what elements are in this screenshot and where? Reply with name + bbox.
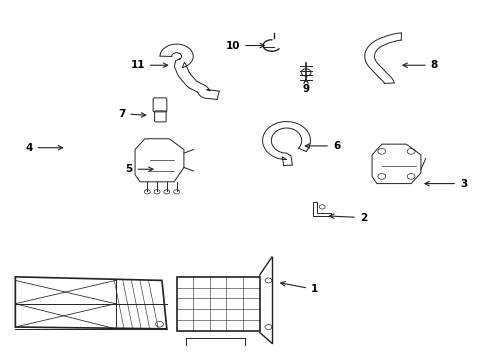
Text: 6: 6 <box>305 141 340 151</box>
Polygon shape <box>369 37 401 83</box>
Text: 5: 5 <box>125 164 153 174</box>
Bar <box>176 277 260 330</box>
Text: 8: 8 <box>403 60 438 70</box>
Text: 9: 9 <box>302 78 310 94</box>
Polygon shape <box>267 125 306 165</box>
Text: 4: 4 <box>25 143 63 153</box>
Text: 3: 3 <box>425 179 467 189</box>
Text: 1: 1 <box>281 282 318 294</box>
Polygon shape <box>166 48 218 95</box>
Text: 7: 7 <box>118 109 146 119</box>
Text: 10: 10 <box>225 41 265 50</box>
Text: 11: 11 <box>130 60 168 70</box>
Text: 2: 2 <box>330 213 367 222</box>
